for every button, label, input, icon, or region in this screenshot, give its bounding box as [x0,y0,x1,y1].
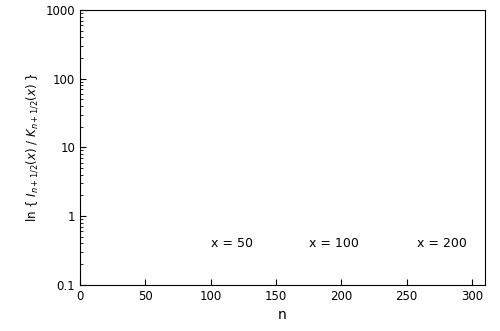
Text: x = 50: x = 50 [210,237,252,250]
Text: x = 100: x = 100 [308,237,358,250]
X-axis label: n: n [278,308,287,322]
Y-axis label: ln { $I_{n+1/2}(x)$ / $K_{n+1/2}(x)$ }: ln { $I_{n+1/2}(x)$ / $K_{n+1/2}(x)$ } [24,72,40,222]
Text: x = 200: x = 200 [417,237,467,250]
